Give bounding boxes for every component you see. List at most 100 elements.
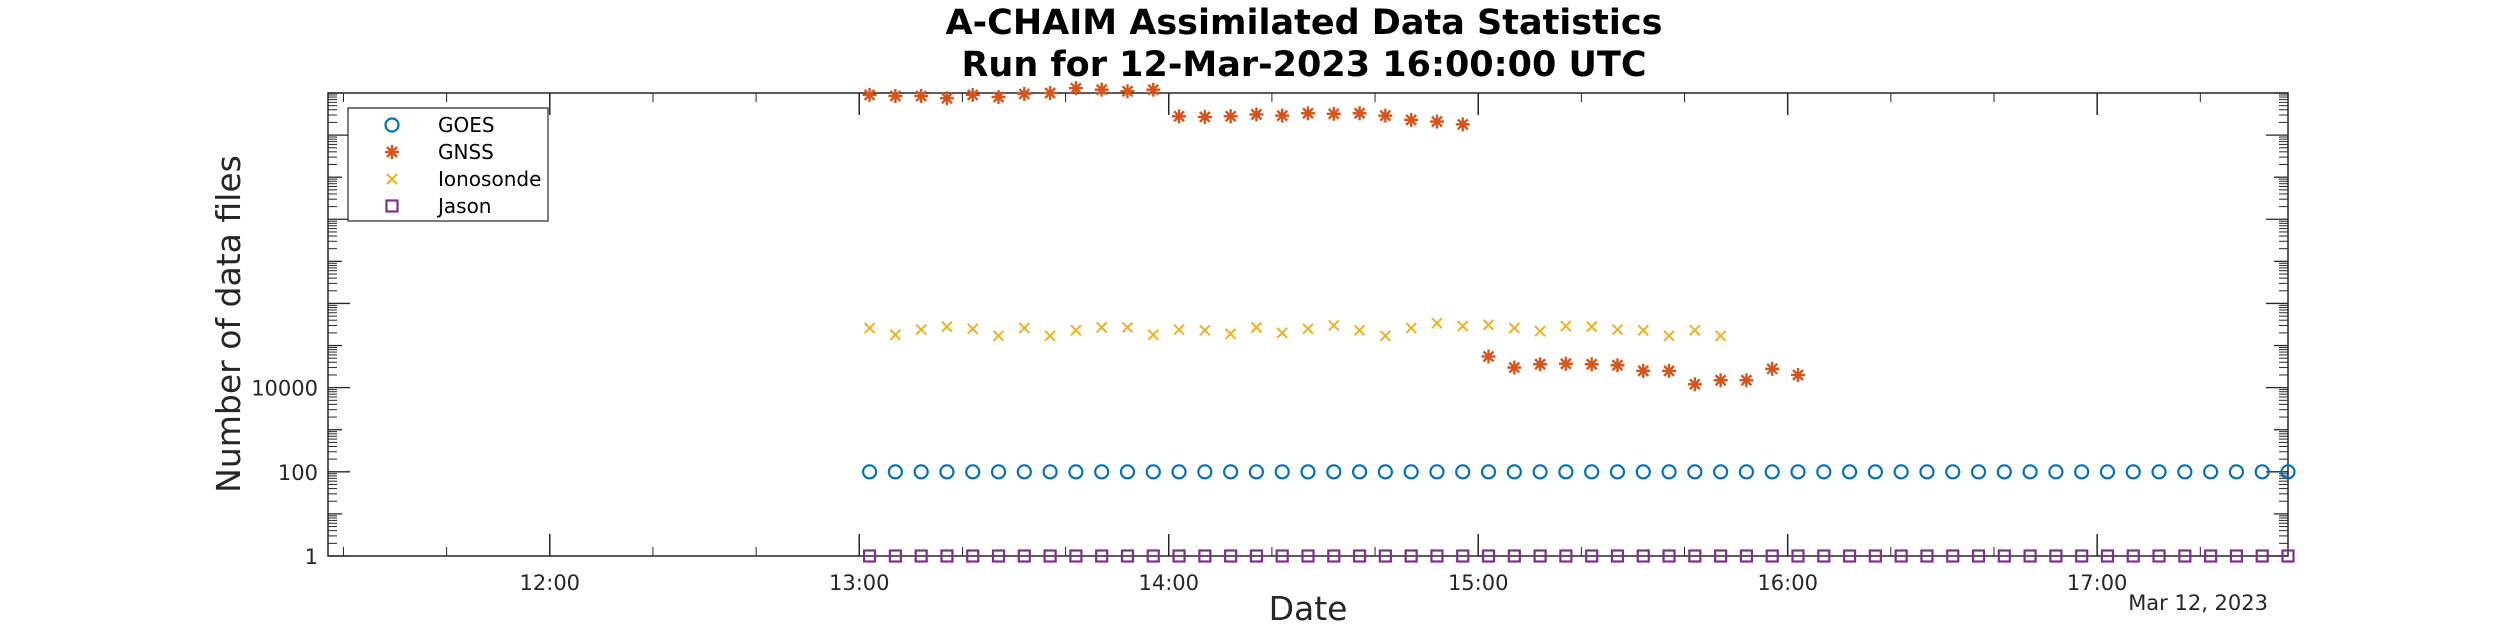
point-ionosonde <box>1328 319 1340 332</box>
point-jason <box>1610 549 1625 563</box>
point-gnss <box>1326 106 1341 121</box>
point-ionosonde <box>1534 325 1546 337</box>
point-ionosonde <box>1560 320 1572 332</box>
point-jason <box>914 549 928 563</box>
point-jason <box>1275 549 1289 563</box>
x-tick-label: 14:00 <box>1138 571 1199 595</box>
point-jason <box>1249 549 1264 563</box>
point-jason <box>1507 549 1521 563</box>
point-goes <box>1816 464 1832 480</box>
plot-area <box>327 92 2289 557</box>
point-goes <box>1687 464 1703 480</box>
point-gnss <box>1687 377 1702 392</box>
point-gnss <box>1275 108 1290 123</box>
point-gnss <box>1558 356 1573 371</box>
y-tick-labels: 1 100 10000 <box>251 377 318 569</box>
point-gnss <box>1043 86 1058 100</box>
point-goes <box>1584 464 1600 480</box>
point-gnss <box>1172 109 1187 124</box>
point-gnss <box>1301 106 1315 121</box>
point-gnss <box>1068 81 1083 96</box>
point-gnss <box>888 88 903 103</box>
point-jason <box>1920 549 1934 563</box>
point-ionosonde <box>1095 321 1108 334</box>
point-ionosonde <box>1173 323 1185 336</box>
point-gnss <box>939 91 954 106</box>
point-ionosonde <box>863 322 876 334</box>
point-goes <box>1351 464 1368 480</box>
point-goes <box>2099 464 2116 480</box>
point-jason <box>1868 549 1882 563</box>
legend-marker-jason <box>385 199 399 213</box>
point-ionosonde <box>1353 324 1366 337</box>
point-jason <box>2075 549 2089 563</box>
point-gnss <box>1378 108 1393 123</box>
point-gnss <box>1146 82 1161 97</box>
point-goes <box>939 464 955 480</box>
point-gnss <box>1352 106 1367 121</box>
point-jason <box>1997 549 2011 563</box>
legend-label-ionosonde: Ionosonde <box>438 167 541 191</box>
x-tick-label: 12:00 <box>520 571 581 595</box>
point-jason <box>888 549 902 563</box>
point-goes <box>2125 464 2141 480</box>
point-ionosonde <box>1121 321 1134 334</box>
legend-marker-gnss <box>385 145 399 159</box>
point-goes <box>1145 464 1161 480</box>
point-jason <box>1662 549 1676 563</box>
point-goes <box>1403 464 1419 480</box>
y-tick-label: 100 <box>278 461 318 485</box>
point-jason <box>1172 549 1186 563</box>
point-goes <box>1764 464 1780 480</box>
point-jason <box>1688 549 1702 563</box>
point-jason <box>1636 549 1650 563</box>
point-goes <box>1609 464 1626 480</box>
point-jason <box>1971 549 1986 563</box>
point-jason <box>1352 549 1367 563</box>
point-jason <box>991 549 1006 563</box>
point-gnss <box>1481 349 1496 364</box>
point-goes <box>1841 464 1858 480</box>
point-ionosonde <box>1018 322 1031 334</box>
y-tick-label: 1 <box>305 545 318 569</box>
point-jason <box>1378 549 1392 563</box>
point-goes <box>861 464 878 480</box>
point-goes <box>2177 464 2193 480</box>
point-jason <box>1456 549 1470 563</box>
point-jason <box>1198 549 1212 563</box>
point-goes <box>1919 464 1935 480</box>
point-jason <box>1404 549 1418 563</box>
point-gnss <box>862 87 877 102</box>
point-gnss <box>1765 361 1780 376</box>
point-ionosonde <box>915 323 927 336</box>
point-gnss <box>1404 112 1419 127</box>
point-ionosonde <box>1250 321 1263 334</box>
point-ionosonde <box>1147 329 1159 341</box>
point-goes <box>1455 464 1471 480</box>
point-ionosonde <box>1611 323 1624 336</box>
point-gnss <box>1713 373 1728 388</box>
point-jason <box>1301 549 1315 563</box>
point-goes <box>1713 464 1729 480</box>
x-tick-label: 16:00 <box>1757 571 1818 595</box>
point-gnss <box>1739 373 1754 388</box>
point-goes <box>1197 464 1213 480</box>
point-goes <box>965 464 981 480</box>
x-axis-label: Date <box>1269 589 1348 625</box>
legend-box <box>347 107 549 222</box>
point-ionosonde <box>1199 324 1211 337</box>
point-goes <box>2022 464 2038 480</box>
y-tick-label: 10000 <box>251 377 318 401</box>
point-ionosonde <box>1663 330 1675 342</box>
point-jason <box>1817 549 1831 563</box>
point-goes <box>1171 464 1187 480</box>
x-tick-label: 17:00 <box>2067 571 2128 595</box>
x-tick-labels: 12:00 13:00 14:00 15:00 16:00 17:00 <box>520 571 2128 595</box>
point-goes <box>1119 464 1136 480</box>
point-jason <box>1791 549 1805 563</box>
point-ionosonde <box>941 321 953 333</box>
point-goes <box>1223 464 1239 480</box>
legend-label-jason: Jason <box>436 194 492 218</box>
point-jason <box>1224 549 1238 563</box>
point-goes <box>1326 464 1342 480</box>
